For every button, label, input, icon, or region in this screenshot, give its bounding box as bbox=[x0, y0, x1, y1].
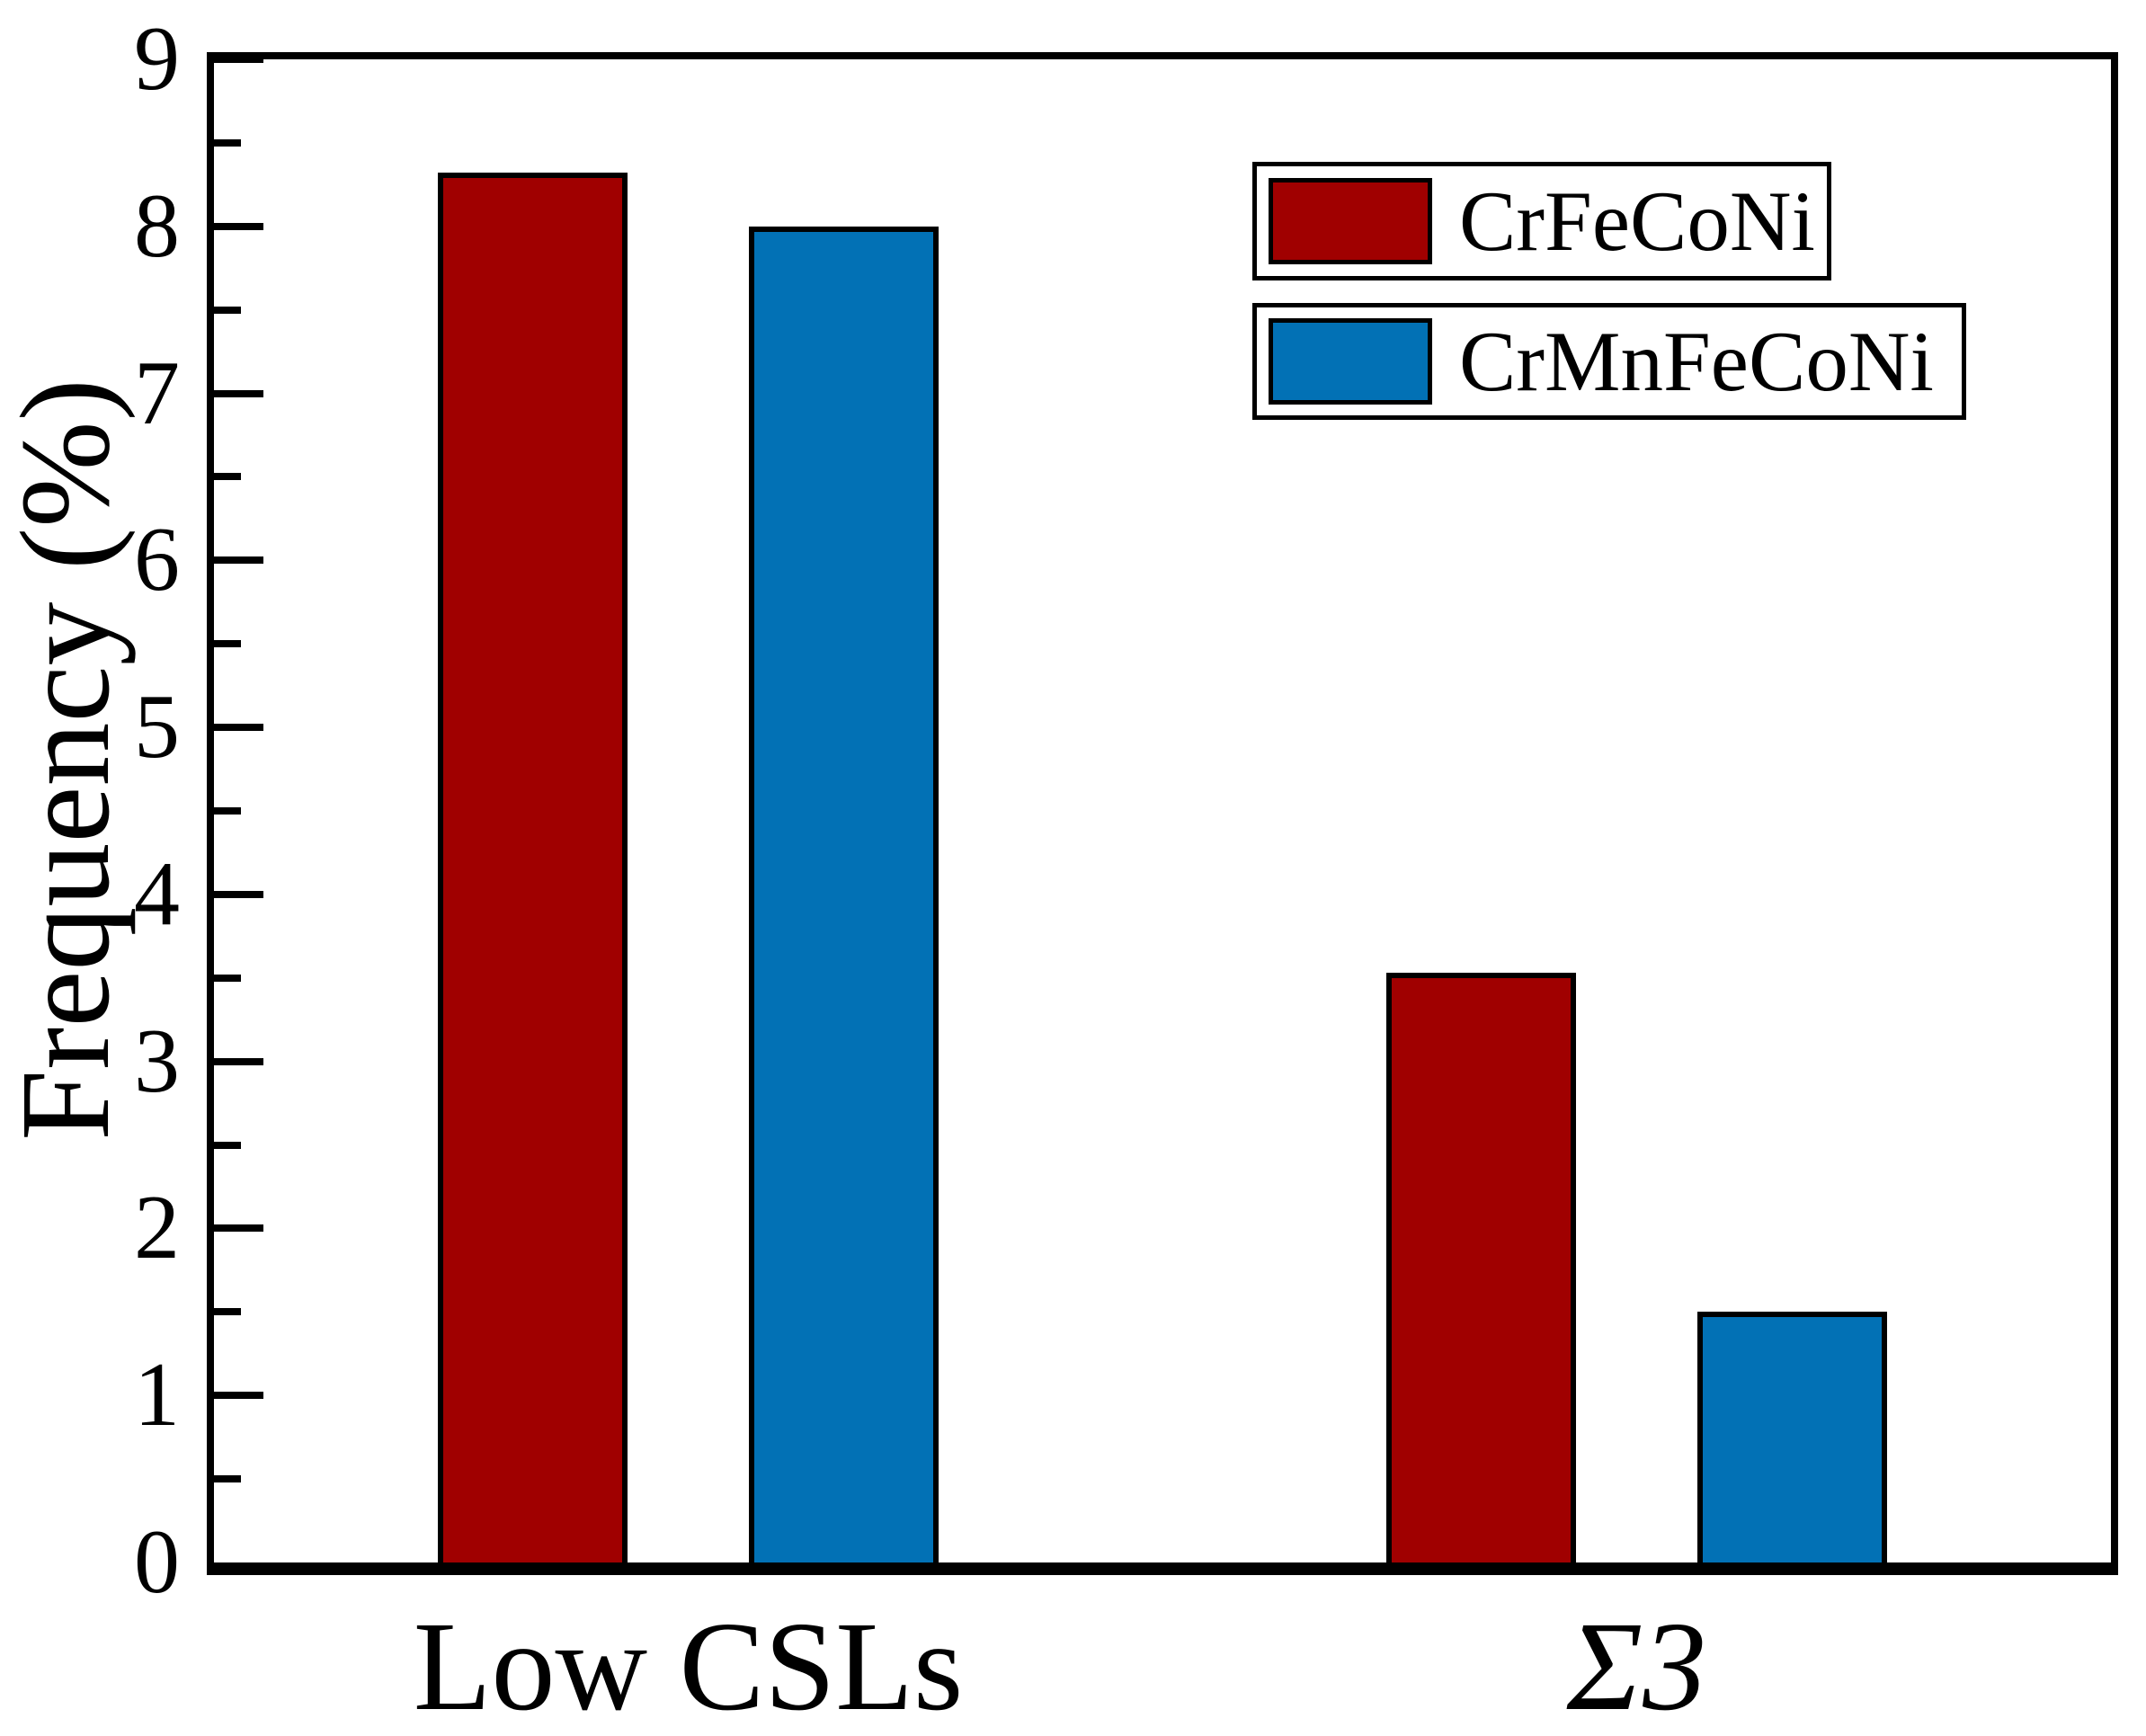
y-axis-ticks-layer bbox=[214, 56, 2111, 1562]
y-minor-tick bbox=[214, 138, 241, 147]
y-tick-label: 6 bbox=[134, 509, 180, 611]
bars-layer bbox=[214, 59, 2111, 1562]
y-tick-label: 4 bbox=[134, 842, 180, 945]
y-minor-tick bbox=[214, 974, 241, 982]
y-minor-tick bbox=[214, 473, 241, 481]
y-major-tick bbox=[214, 556, 263, 565]
y-tick-label: 3 bbox=[134, 1010, 180, 1112]
y-minor-tick bbox=[214, 1141, 241, 1149]
bar-series2-cat1 bbox=[749, 226, 939, 1562]
y-tick-label: 8 bbox=[134, 174, 180, 277]
legend-label-crmnfeconi: CrMnFeCoNi bbox=[1459, 313, 1934, 409]
y-tick-label: 9 bbox=[134, 8, 180, 110]
y-major-tick bbox=[214, 1392, 263, 1400]
x-category-label: Low CSLs bbox=[413, 1595, 964, 1736]
y-tick-label: 5 bbox=[134, 676, 180, 779]
legend-entry-crmnfeconi: CrMnFeCoNi bbox=[1252, 303, 1966, 420]
y-major-tick bbox=[214, 724, 263, 732]
y-tick-label: 7 bbox=[134, 342, 180, 444]
y-minor-tick bbox=[214, 640, 241, 648]
y-major-tick bbox=[214, 890, 263, 898]
legend-swatch-crmnfeconi bbox=[1269, 318, 1432, 405]
legend-label-crfeconi: CrFeCoNi bbox=[1459, 173, 1815, 269]
y-tick-label: 2 bbox=[134, 1177, 180, 1279]
y-major-tick bbox=[214, 56, 263, 63]
y-major-tick bbox=[214, 389, 263, 397]
y-minor-tick bbox=[214, 306, 241, 314]
plot-area bbox=[207, 52, 2118, 1575]
y-major-tick bbox=[214, 1224, 263, 1233]
y-minor-tick bbox=[214, 807, 241, 815]
bar-series2-cat2 bbox=[1697, 1312, 1888, 1562]
x-category-label: Σ3 bbox=[1566, 1595, 1707, 1736]
bar-series1-cat1 bbox=[437, 173, 628, 1562]
bar-series1-cat2 bbox=[1385, 973, 1576, 1562]
y-tick-label: 0 bbox=[134, 1511, 180, 1613]
y-major-tick bbox=[214, 1057, 263, 1065]
y-tick-label: 1 bbox=[134, 1344, 180, 1447]
legend-swatch-crfeconi bbox=[1269, 178, 1432, 264]
y-minor-tick bbox=[214, 1308, 241, 1316]
legend-entry-crfeconi: CrFeCoNi bbox=[1252, 162, 1831, 280]
y-major-tick bbox=[214, 222, 263, 230]
y-minor-tick bbox=[214, 1475, 241, 1483]
